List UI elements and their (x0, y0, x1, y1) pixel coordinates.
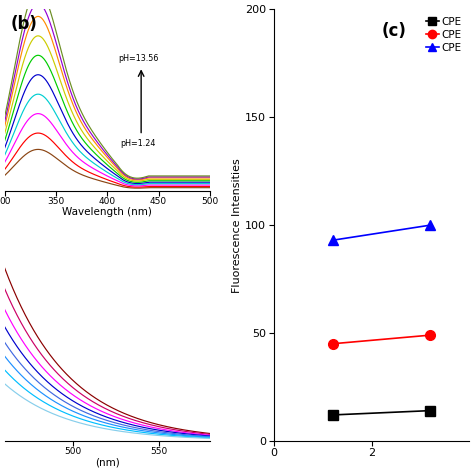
Text: pH=13.56: pH=13.56 (118, 54, 158, 63)
Y-axis label: Fluorescence Intensities: Fluorescence Intensities (232, 158, 242, 292)
Text: (c): (c) (382, 22, 406, 40)
CPE (330, 412, 336, 418)
Text: (b): (b) (11, 15, 38, 33)
Legend: CPE, CPE, CPE: CPE, CPE, CPE (424, 15, 464, 55)
CPE (428, 332, 433, 338)
Text: pH=1.24: pH=1.24 (120, 139, 156, 148)
CPE (428, 222, 433, 228)
Line: CPE: CPE (328, 330, 435, 349)
Line: CPE: CPE (328, 220, 435, 245)
Line: CPE: CPE (328, 406, 435, 420)
X-axis label: Wavelength (nm): Wavelength (nm) (63, 207, 152, 218)
CPE (428, 408, 433, 413)
X-axis label: (nm): (nm) (95, 457, 119, 467)
CPE (330, 341, 336, 346)
CPE (330, 237, 336, 243)
